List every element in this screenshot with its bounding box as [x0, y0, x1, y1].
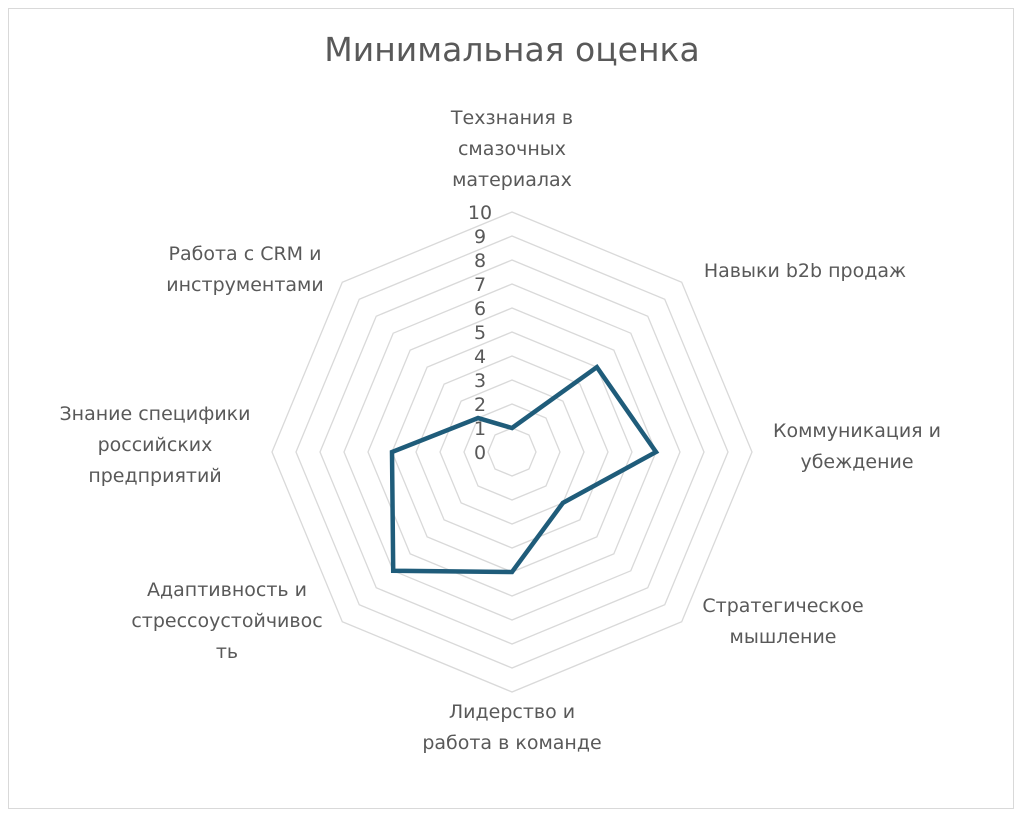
category-label-line: убеждение: [800, 451, 913, 473]
category-label-line: Стратегическое: [702, 595, 863, 617]
category-label-line: материалах: [452, 169, 572, 191]
tick-label: 4: [474, 346, 486, 368]
category-label: Работа с CRM и инструментами: [166, 243, 323, 296]
category-label-line: смазочных: [458, 138, 566, 160]
tick-label: 2: [474, 394, 486, 416]
tick-label: 8: [474, 250, 486, 272]
data-point: [560, 500, 565, 505]
category-label: Знание специфики российских предприятий: [59, 403, 250, 487]
grid-ring-9: [295, 235, 729, 669]
category-label: Техзнания в смазочных материалах: [450, 107, 573, 191]
chart-frame: [8, 8, 1014, 809]
grid-ring-7: [343, 283, 681, 621]
category-label-line: Работа с CRM и: [169, 243, 322, 265]
category-label-line: инструментами: [166, 274, 323, 296]
category-label: Навыки b2b продаж: [704, 260, 906, 282]
data-point: [390, 450, 394, 454]
category-label-line: Знание специфики: [59, 403, 250, 425]
tick-label: 10: [468, 202, 492, 224]
category-label-line: мышление: [729, 626, 836, 648]
data-point: [510, 570, 514, 574]
category-label: Коммуникация и убеждение: [773, 420, 941, 473]
category-label-line: Коммуникация и: [773, 420, 941, 442]
category-label: Лидерство и работа в команде: [422, 701, 601, 754]
category-label-line: ть: [216, 641, 238, 663]
grid-ring-2: [463, 403, 561, 501]
grid-ring-6: [367, 307, 657, 597]
tick-label: 0: [474, 442, 486, 464]
grid-ring-8: [319, 259, 705, 645]
category-label-line: стрессоустойчивос: [131, 610, 322, 632]
data-point: [654, 450, 658, 454]
category-label-line: российских: [98, 434, 213, 456]
tick-label: 3: [474, 370, 486, 392]
category-label-line: предприятий: [88, 465, 221, 487]
category-label-line: Лидерство и: [449, 701, 575, 723]
tick-label: 9: [474, 226, 486, 248]
tick-label: 7: [474, 274, 486, 296]
grid-ring-4: [415, 355, 609, 549]
data-point: [510, 426, 514, 430]
data-point: [391, 568, 396, 573]
category-label-line: Адаптивность и: [147, 579, 307, 601]
radar-series: [389, 363, 660, 575]
category-label-line: Навыки b2b продаж: [704, 260, 906, 282]
category-label-line: Техзнания в: [450, 107, 573, 129]
grid-ring-1: [487, 427, 537, 477]
grid-ring-10: [271, 211, 753, 693]
series-line: [389, 363, 660, 575]
category-label: Стратегическое мышление: [702, 595, 863, 648]
data-point: [476, 416, 481, 421]
tick-label: 1: [474, 418, 486, 440]
data-point: [594, 365, 599, 370]
chart-title: Минимальная оценка: [324, 30, 700, 69]
category-label: Адаптивность и стрессоустойчивос ть: [131, 579, 322, 663]
grid-ring-3: [439, 379, 585, 525]
tick-label: 6: [474, 298, 486, 320]
radar-category-labels: Техзнания в смазочных материалах Навыки b2b…: [59, 107, 941, 754]
category-label-line: работа в команде: [422, 732, 601, 754]
radar-grid: [271, 211, 753, 693]
tick-label: 5: [474, 322, 486, 344]
